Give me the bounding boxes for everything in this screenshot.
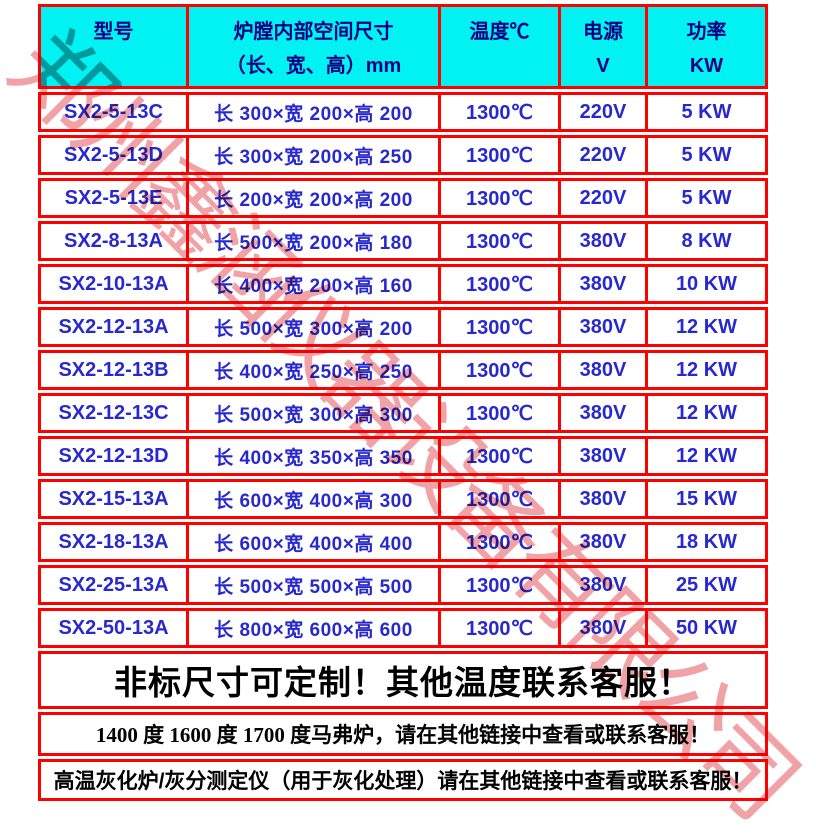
voltage-cell: 380V: [561, 353, 648, 387]
voltage-cell: 220V: [561, 95, 648, 129]
model-cell: SX2-25-13A: [41, 568, 189, 602]
voltage-cell: 220V: [561, 181, 648, 215]
dimensions-cell: 长 500×宽 200×高 180: [189, 224, 441, 258]
header-model-label: 型号: [93, 21, 134, 43]
model-cell: SX2-18-13A: [41, 525, 189, 559]
header-power-unit: KW: [689, 55, 724, 77]
power-cell: 12 KW: [675, 358, 738, 381]
power-cell: 10 KW: [675, 272, 738, 295]
dimensions-cell: 长 300×宽 200×高 250: [189, 138, 441, 172]
voltage-cell: 380V: [561, 267, 648, 301]
table-row: SX2-5-13C 长 300×宽 200×高 200 1300℃ 220V 5…: [38, 92, 768, 132]
table-header-row: 型号 炉膛内部空间尺寸 （长、宽、高）mm 温度℃ 电源 V 功率 KW: [38, 4, 768, 89]
dimensions-cell: 长 300×宽 200×高 200: [189, 95, 441, 129]
power-cell: 5 KW: [681, 143, 732, 166]
model-cell: SX2-10-13A: [41, 267, 189, 301]
power-cell: 8 KW: [681, 229, 732, 252]
temperature-cell: 1300℃: [441, 439, 561, 473]
temperature-cell: 1300℃: [441, 353, 561, 387]
model-cell: SX2-12-13B: [41, 353, 189, 387]
model-cell: SX2-5-13D: [41, 138, 189, 172]
table-row: SX2-25-13A 长 500×宽 500×高 500 1300℃ 380V …: [38, 565, 768, 605]
temperature-cell: 1300℃: [441, 396, 561, 430]
voltage-cell: 380V: [561, 568, 648, 602]
table-row: SX2-50-13A 长 800×宽 600×高 600 1300℃ 380V …: [38, 608, 768, 648]
header-chamber-size-sub: （长、宽、高）mm: [225, 55, 402, 77]
temperature-cell: 1300℃: [441, 224, 561, 258]
temperature-cell: 1300℃: [441, 138, 561, 172]
dimensions-cell: 长 400×宽 200×高 160: [189, 267, 441, 301]
spec-table: 型号 炉膛内部空间尺寸 （长、宽、高）mm 温度℃ 电源 V 功率 KW: [38, 4, 768, 801]
power-cell: 5 KW: [681, 186, 732, 209]
voltage-cell: 380V: [561, 482, 648, 516]
header-temperature: 温度℃: [441, 7, 561, 86]
table-row: SX2-12-13C 长 500×宽 300×高 300 1300℃ 380V …: [38, 393, 768, 433]
model-cell: SX2-8-13A: [41, 224, 189, 258]
voltage-cell: 380V: [561, 310, 648, 344]
table-row: SX2-8-13A 长 500×宽 200×高 180 1300℃ 380V 8…: [38, 221, 768, 261]
header-voltage: 电源 V: [561, 7, 648, 86]
temperature-cell: 1300℃: [441, 95, 561, 129]
temperature-cell: 1300℃: [441, 310, 561, 344]
dimensions-cell: 长 600×宽 400×高 300: [189, 482, 441, 516]
power-cell: 15 KW: [675, 487, 738, 510]
table-row: SX2-12-13B 长 400×宽 250×高 250 1300℃ 380V …: [38, 350, 768, 390]
temperature-cell: 1300℃: [441, 482, 561, 516]
dimensions-cell: 长 500×宽 300×高 300: [189, 396, 441, 430]
temperature-cell: 1300℃: [441, 267, 561, 301]
model-cell: SX2-5-13E: [41, 181, 189, 215]
header-voltage-unit: V: [596, 55, 610, 77]
table-row: SX2-18-13A 长 600×宽 400×高 400 1300℃ 380V …: [38, 522, 768, 562]
temperature-cell: 1300℃: [441, 181, 561, 215]
table-row: SX2-10-13A 长 400×宽 200×高 160 1300℃ 380V …: [38, 264, 768, 304]
header-chamber-size-label: 炉膛内部空间尺寸: [233, 21, 394, 43]
power-cell: 50 KW: [675, 616, 738, 639]
voltage-cell: 380V: [561, 396, 648, 430]
dimensions-cell: 长 400×宽 350×高 350: [189, 439, 441, 473]
power-cell: 12 KW: [675, 444, 738, 467]
table-row: SX2-5-13D 长 300×宽 200×高 250 1300℃ 220V 5…: [38, 135, 768, 175]
table-row: SX2-15-13A 长 600×宽 400×高 300 1300℃ 380V …: [38, 479, 768, 519]
model-cell: SX2-12-13D: [41, 439, 189, 473]
dimensions-cell: 长 500×宽 300×高 200: [189, 310, 441, 344]
table-row: SX2-12-13A 长 500×宽 300×高 200 1300℃ 380V …: [38, 307, 768, 347]
table-row: SX2-5-13E 长 200×宽 200×高 200 1300℃ 220V 5…: [38, 178, 768, 218]
model-cell: SX2-12-13A: [41, 310, 189, 344]
header-power: 功率 KW: [648, 7, 765, 86]
model-cell: SX2-50-13A: [41, 611, 189, 645]
other-temperature-note: 1400 度 1600 度 1700 度马弗炉，请在其他链接中查看或联系客服！: [38, 712, 768, 756]
header-model: 型号: [41, 7, 189, 86]
power-cell: 25 KW: [675, 573, 738, 596]
voltage-cell: 380V: [561, 224, 648, 258]
dimensions-cell: 长 500×宽 500×高 500: [189, 568, 441, 602]
model-cell: SX2-15-13A: [41, 482, 189, 516]
custom-size-note: 非标尺寸可定制！其他温度联系客服！: [38, 651, 768, 709]
header-power-label: 功率: [686, 21, 727, 43]
temperature-cell: 1300℃: [441, 611, 561, 645]
power-cell: 12 KW: [675, 401, 738, 424]
voltage-cell: 380V: [561, 525, 648, 559]
dimensions-cell: 长 800×宽 600×高 600: [189, 611, 441, 645]
power-cell: 18 KW: [675, 530, 738, 553]
header-voltage-label: 电源: [583, 21, 623, 43]
power-cell: 12 KW: [675, 315, 738, 338]
dimensions-cell: 长 400×宽 250×高 250: [189, 353, 441, 387]
dimensions-cell: 长 600×宽 400×高 400: [189, 525, 441, 559]
voltage-cell: 380V: [561, 611, 648, 645]
dimensions-cell: 长 200×宽 200×高 200: [189, 181, 441, 215]
temperature-cell: 1300℃: [441, 525, 561, 559]
table-row: SX2-12-13D 长 400×宽 350×高 350 1300℃ 380V …: [38, 436, 768, 476]
model-cell: SX2-5-13C: [41, 95, 189, 129]
ashing-furnace-note: 高温灰化炉/灰分测定仪（用于灰化处理）请在其他链接中查看或联系客服！: [38, 759, 768, 801]
power-cell: 5 KW: [681, 100, 732, 123]
voltage-cell: 220V: [561, 138, 648, 172]
header-temperature-label: 温度℃: [469, 21, 530, 43]
voltage-cell: 380V: [561, 439, 648, 473]
model-cell: SX2-12-13C: [41, 396, 189, 430]
temperature-cell: 1300℃: [441, 568, 561, 602]
header-chamber-size: 炉膛内部空间尺寸 （长、宽、高）mm: [189, 7, 441, 86]
